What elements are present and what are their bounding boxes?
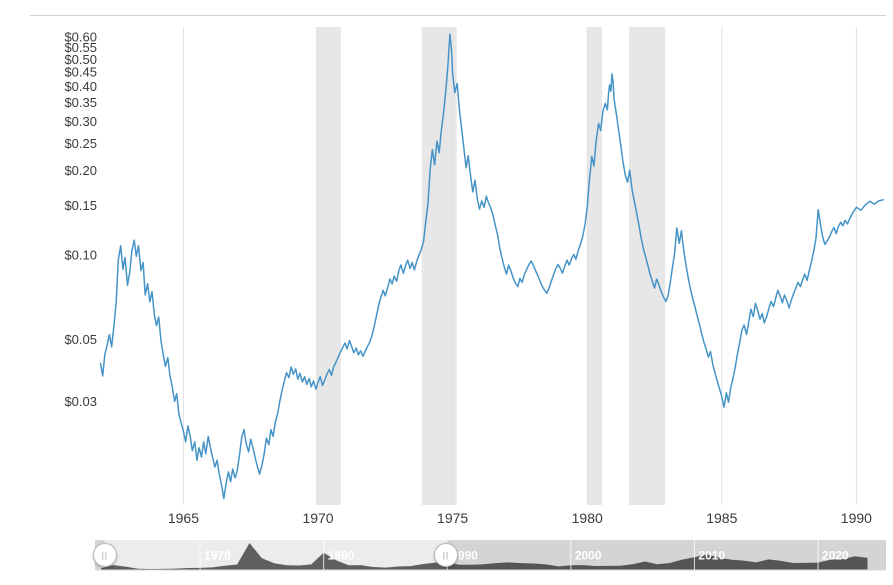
price-line [99, 33, 885, 500]
y-axis-label: $0.15 [64, 198, 97, 213]
navigator-tick-label: 2020 [822, 549, 849, 563]
y-axis-label: $0.60 [64, 30, 97, 45]
recession-band [421, 27, 457, 505]
x-axis-label: 1990 [841, 510, 872, 526]
navigator-handle-left[interactable]: || [92, 543, 117, 567]
recession-band [628, 27, 666, 505]
navigator-tick-label: 2000 [575, 549, 602, 563]
x-axis-label: 1985 [706, 510, 737, 526]
y-axis-label: $0.55 [64, 40, 97, 55]
x-axis-label: 1980 [572, 510, 603, 526]
x-axis-label: 1970 [302, 510, 333, 526]
y-axis-label: $0.30 [64, 114, 97, 129]
grip-icon: || [442, 550, 450, 560]
navigator-mask-right[interactable] [446, 540, 886, 570]
plot-area[interactable] [100, 27, 886, 505]
y-axis-label: $0.25 [64, 136, 97, 151]
recession-band [315, 27, 341, 505]
y-axis-label: $0.20 [64, 163, 97, 178]
y-axis-label: $0.35 [64, 95, 97, 110]
x-axis-label: 1975 [437, 510, 468, 526]
top-border [30, 15, 886, 16]
navigator[interactable]: 1970 1980 1990 2000 2010 2020 [0, 539, 893, 573]
navigator-tick-label: 2010 [698, 549, 725, 563]
grip-icon: || [101, 550, 108, 560]
recession-band [587, 27, 603, 505]
navigator-tick-label: 1970 [204, 549, 231, 563]
navigator-tick-label: 1980 [328, 549, 355, 563]
y-axis-label: $0.45 [64, 65, 97, 80]
y-axis-label: $0.10 [64, 248, 97, 263]
y-axis-label: $0.50 [64, 52, 97, 67]
y-axis-label: $0.05 [64, 332, 97, 347]
navigator-series [101, 543, 868, 570]
navigator-tick-label: 1990 [451, 549, 478, 563]
navigator-handle-right[interactable]: || [434, 543, 458, 567]
price-chart: 1965 1970 1975 1980 1985 1990$0.60$0.55$0.50$… [64, 27, 886, 526]
x-axis-label: 1965 [168, 510, 199, 526]
y-axis-label: $0.40 [64, 79, 97, 94]
y-axis-label: $0.03 [64, 394, 97, 409]
